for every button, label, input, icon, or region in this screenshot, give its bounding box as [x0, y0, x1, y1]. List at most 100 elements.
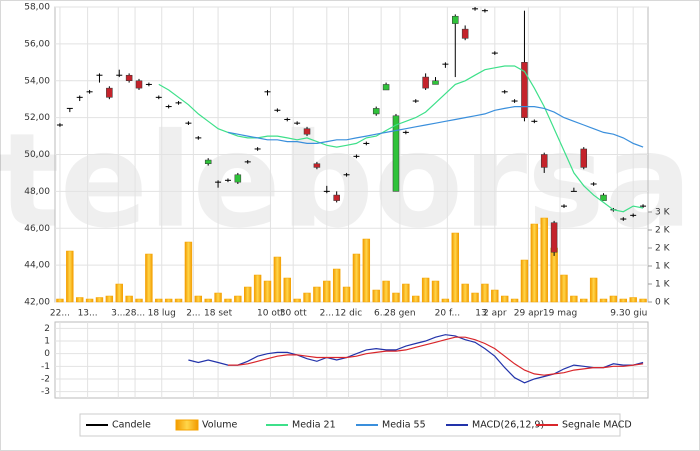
y-tick-label: 1 — [44, 337, 50, 347]
volume-bar — [135, 298, 143, 303]
volume-bar — [530, 223, 539, 303]
volume-bar — [244, 286, 252, 303]
volume-bar — [204, 298, 212, 303]
y-tick-label: 54,00 — [24, 76, 50, 86]
x-tick-label: 28 gen — [384, 309, 415, 319]
candle-body — [432, 80, 439, 85]
candle-body — [600, 194, 607, 201]
volume-bar — [520, 259, 529, 303]
x-tick-label: 19 mag — [543, 309, 577, 319]
volume-bar — [560, 274, 568, 303]
candle-body — [580, 148, 588, 168]
y-tick-label: 46,00 — [24, 224, 50, 234]
volume-bar — [451, 232, 459, 303]
y-tick-label: 0 — [44, 349, 50, 359]
volume-bar — [412, 295, 420, 303]
y-tick-label: 58,00 — [24, 3, 50, 13]
volume-bar — [500, 295, 509, 303]
candle-body — [452, 15, 459, 24]
volume-bar — [174, 298, 183, 303]
y-tick-label: -1 — [41, 362, 50, 372]
candle-body — [372, 108, 380, 115]
candle-body — [521, 62, 528, 118]
volume-bar — [95, 297, 104, 303]
volume-bar — [164, 298, 173, 303]
volume-bar — [639, 298, 647, 303]
legend-label: MACD(26,12,9) — [472, 420, 544, 431]
y2-tick-label: 0 K — [655, 298, 671, 308]
volume-bar — [234, 295, 242, 303]
candle-body — [550, 222, 558, 253]
y-tick-label: 52,00 — [24, 113, 50, 123]
volume-bar — [510, 298, 519, 303]
volume-bar — [431, 280, 440, 303]
volume-bar — [461, 283, 469, 303]
y2-tick-label: 1 K — [655, 280, 671, 290]
candle-body — [303, 128, 311, 135]
line-series — [188, 334, 644, 384]
volume-bar — [540, 217, 548, 303]
volume-bar — [184, 241, 193, 303]
volume-bar — [471, 292, 479, 303]
candle-body — [540, 154, 548, 168]
candle-body — [125, 74, 133, 81]
volume-bar — [115, 283, 123, 303]
x-tick-label: 6... — [374, 309, 388, 319]
volume-bar — [609, 295, 618, 303]
legend-label: Volume — [202, 420, 237, 431]
volume-bar — [382, 280, 390, 303]
line-series — [228, 336, 644, 376]
volume-bar — [293, 298, 301, 303]
y-tick-label: 56,00 — [24, 39, 50, 49]
x-tick-label: 13 — [475, 309, 486, 319]
x-tick-label: 2 apr — [483, 309, 507, 319]
candle-body — [135, 80, 143, 89]
y-tick-label: 42,00 — [24, 298, 50, 308]
legend-label: Media 55 — [382, 420, 426, 431]
y-tick-label: 48,00 — [24, 187, 50, 197]
x-tick-label: 30 ott — [280, 309, 307, 319]
y2-tick-label: 2 K — [655, 226, 671, 236]
volume-bar — [550, 247, 558, 303]
x-tick-label: 22... — [50, 309, 70, 319]
y2-tick-label: 2 K — [655, 244, 671, 254]
volume-bar — [481, 283, 489, 303]
volume-bar — [145, 253, 153, 303]
candle-body — [333, 194, 340, 201]
volume-bar — [56, 298, 64, 303]
macd-panel — [54, 321, 649, 399]
x-tick-label: 13... — [78, 309, 98, 319]
x-tick-label: 12 dic — [335, 309, 363, 319]
x-tick-label: 9... — [610, 309, 624, 319]
volume-bar — [323, 280, 331, 303]
x-tick-label: 2... — [186, 309, 200, 319]
x-tick-label: 2... — [320, 309, 334, 319]
y-tick-label: 50,00 — [24, 150, 50, 160]
volume-bar — [283, 277, 291, 303]
candle-body — [204, 159, 212, 164]
candle-body — [422, 76, 429, 89]
line-series — [158, 65, 644, 213]
volume-bar — [303, 292, 311, 303]
legend-label: Segnale MACD — [562, 420, 632, 431]
y-tick-label: 44,00 — [24, 261, 50, 271]
volume-bar — [362, 238, 371, 303]
candle-body — [461, 28, 469, 39]
volume-bar — [125, 295, 133, 303]
volume-bar — [372, 289, 380, 303]
candle-body — [106, 87, 113, 98]
candle-body — [392, 115, 400, 192]
volume-bar — [599, 298, 608, 303]
volume-bar — [224, 298, 232, 303]
candle-body — [382, 84, 390, 91]
volume-bar — [402, 283, 410, 303]
volume-bar — [570, 295, 578, 303]
volume-bar — [85, 298, 94, 303]
x-tick-label: 10 ott — [257, 309, 284, 319]
candle-body — [234, 174, 242, 183]
x-tick-label: 3... — [111, 309, 125, 319]
candle-body — [313, 163, 321, 168]
volume-bar — [253, 274, 262, 303]
volume-bar — [273, 256, 282, 303]
volume-bar — [580, 298, 588, 303]
